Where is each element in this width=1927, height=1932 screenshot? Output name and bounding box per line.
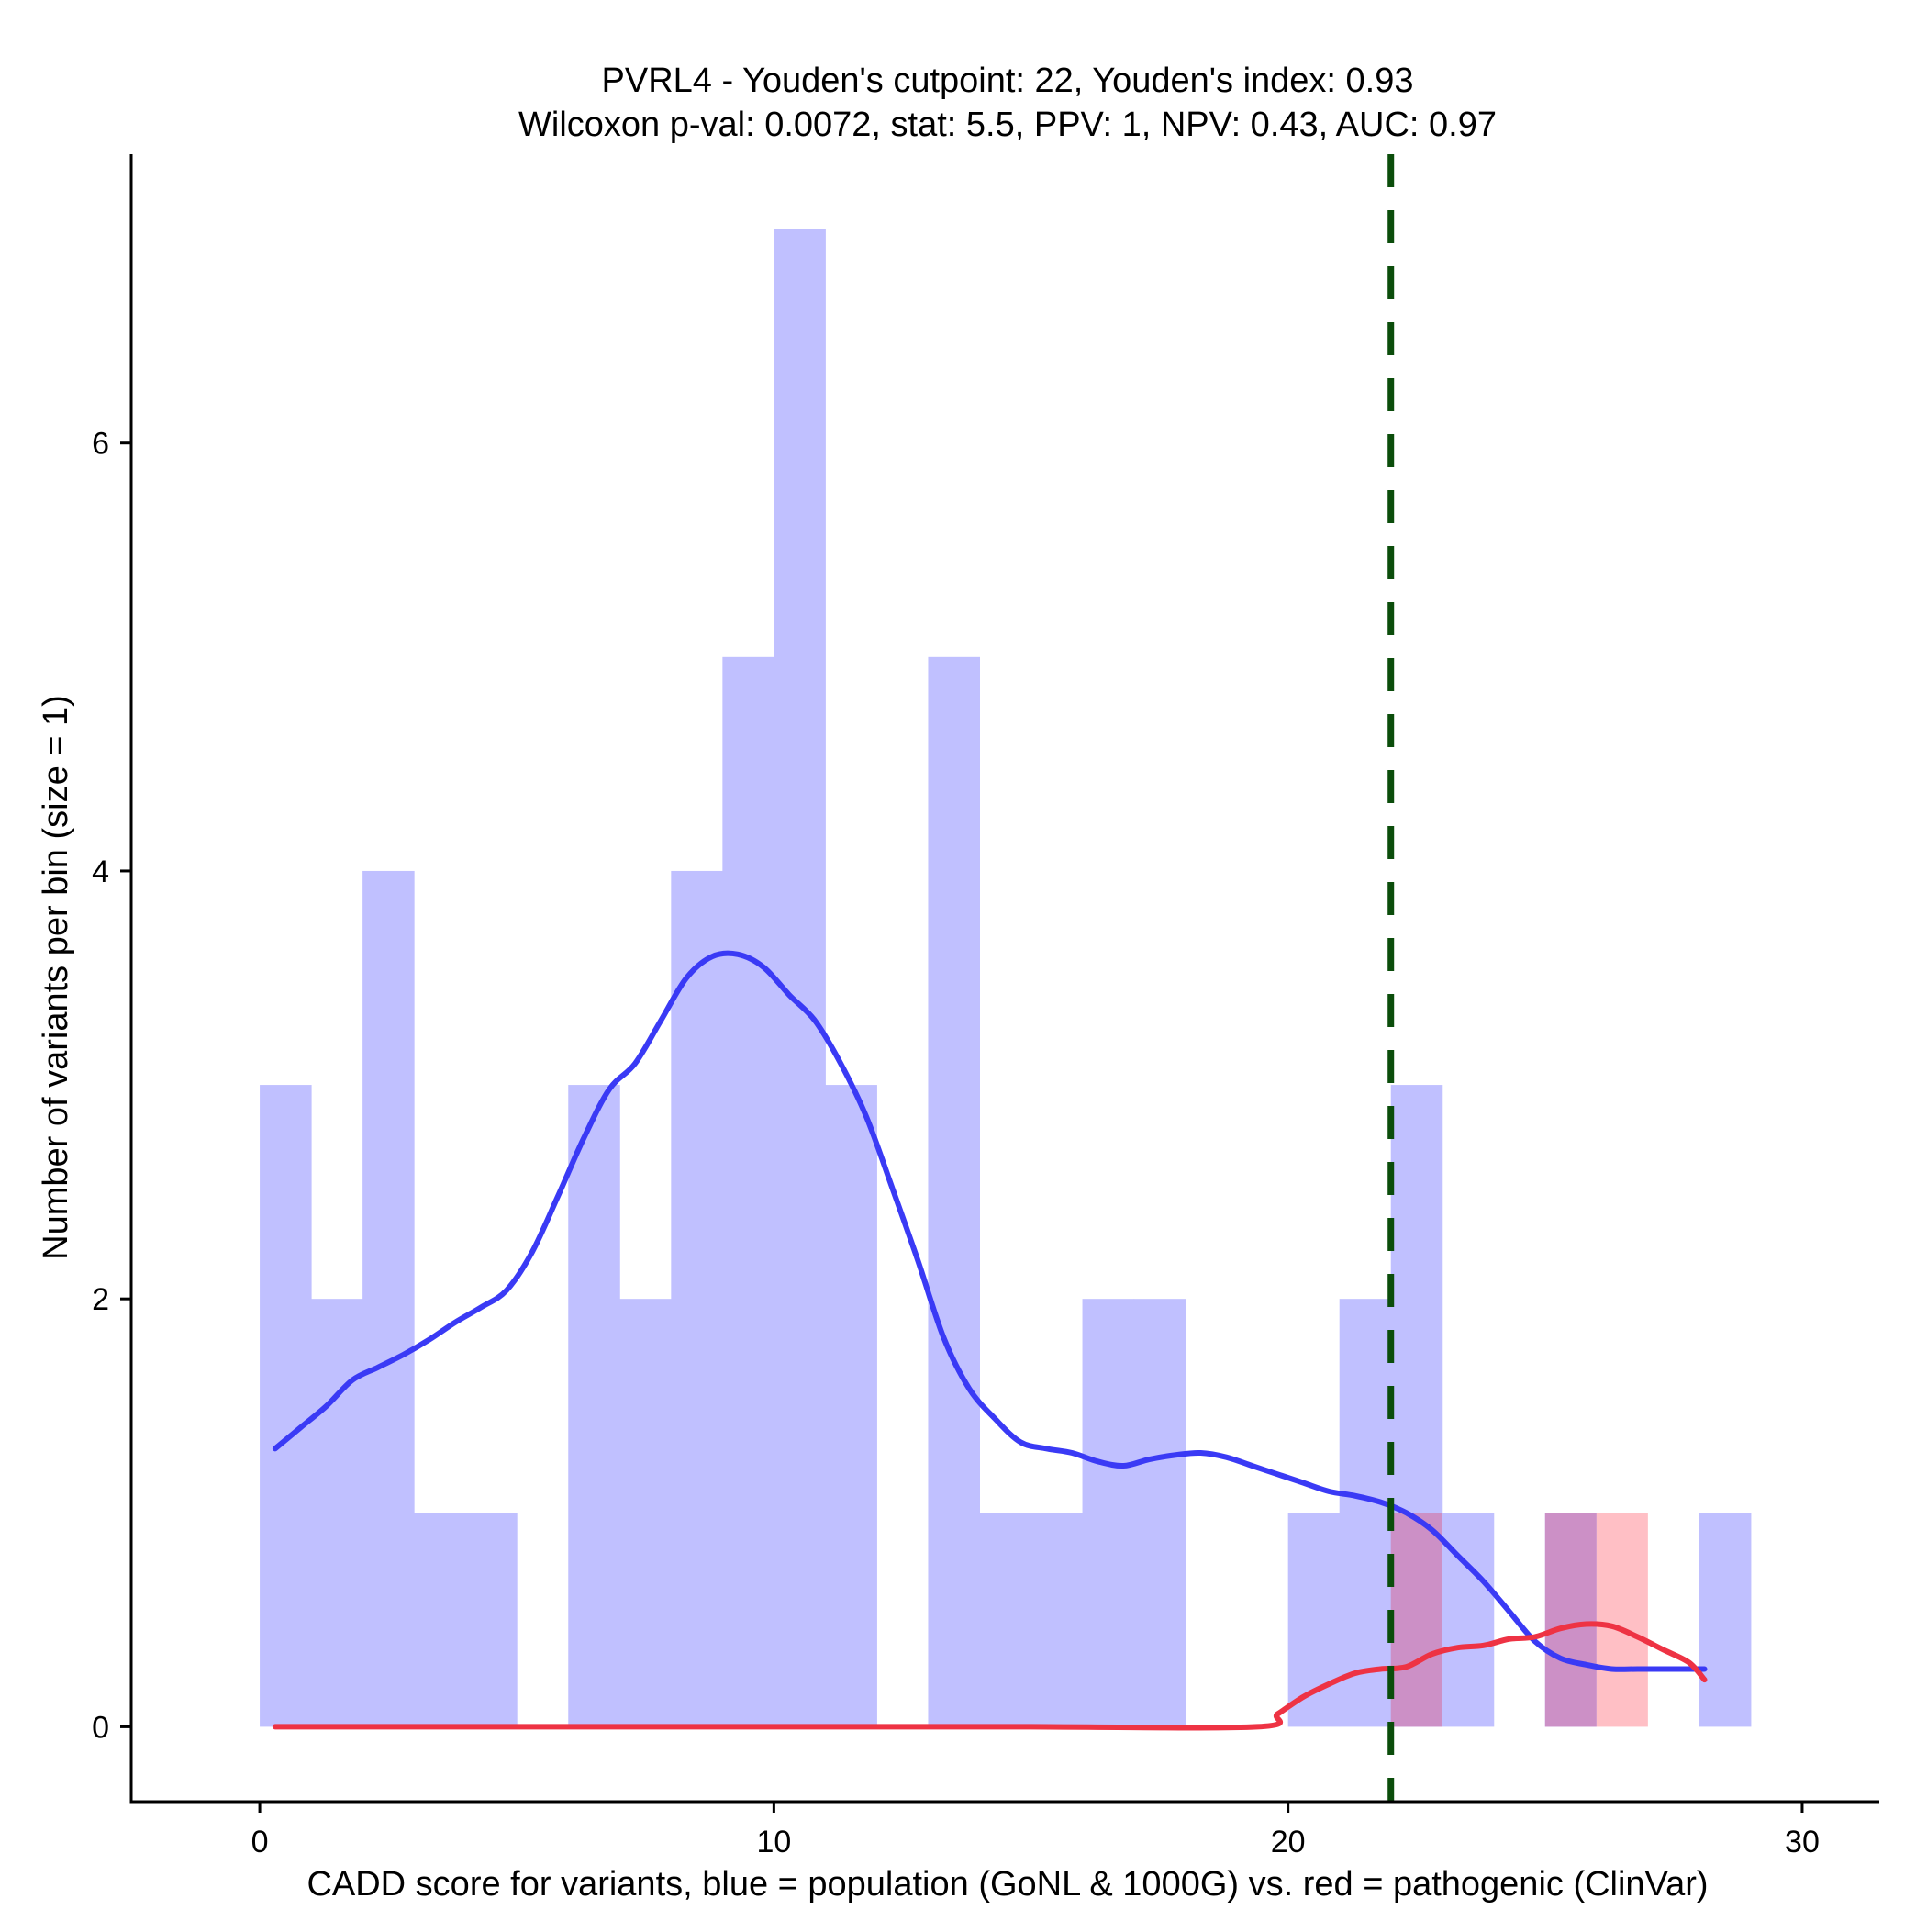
pathogenic-bar xyxy=(1596,1513,1648,1727)
population-bar xyxy=(774,229,826,1727)
population-bar xyxy=(465,1513,518,1727)
population-bar xyxy=(568,1085,620,1727)
population-bar xyxy=(722,656,774,1727)
chart-title-line2: Wilcoxon p-val: 0.0072, stat: 5.5, PPV: … xyxy=(518,106,1497,144)
population-bar xyxy=(928,656,980,1727)
overlap-bar xyxy=(1544,1513,1597,1727)
population-bars xyxy=(260,229,1752,1727)
population-bar xyxy=(1339,1299,1392,1727)
chart-title-line1: PVRL4 - Youden's cutpoint: 22, Youden's … xyxy=(602,61,1414,100)
y-tick-label: 0 xyxy=(92,1710,109,1745)
population-bar xyxy=(1030,1513,1084,1727)
y-tick-label: 4 xyxy=(92,854,109,889)
population-bar xyxy=(1082,1299,1135,1727)
population-bar xyxy=(414,1513,466,1727)
y-tick-label: 6 xyxy=(92,427,109,462)
population-bar xyxy=(362,870,415,1727)
x-ticks: 0 10 20 30 xyxy=(251,1802,1820,1859)
x-tick-label: 30 xyxy=(1785,1825,1820,1859)
population-bar xyxy=(1287,1513,1341,1727)
population-bar xyxy=(1133,1299,1186,1727)
population-density-line xyxy=(272,950,1708,1672)
y-ticks: 0 2 4 6 xyxy=(92,427,131,1745)
density-lines xyxy=(272,950,1708,1731)
population-bar xyxy=(260,1085,312,1727)
pathogenic-density-line xyxy=(272,1621,1708,1731)
population-bar xyxy=(311,1299,363,1727)
x-tick-label: 0 xyxy=(251,1825,269,1859)
x-tick-label: 20 xyxy=(1271,1825,1306,1859)
population-bar xyxy=(1699,1513,1752,1727)
pathogenic-bars xyxy=(1390,1513,1648,1727)
x-axis-label: CADD score for variants, blue = populati… xyxy=(306,1865,1708,1904)
overlap-bar xyxy=(1390,1513,1442,1727)
population-bar xyxy=(979,1513,1032,1727)
population-bar xyxy=(671,870,723,1727)
x-tick-label: 10 xyxy=(756,1825,791,1859)
y-axis-label: Number of variants per bin (size = 1) xyxy=(37,695,75,1260)
y-tick-label: 2 xyxy=(92,1282,109,1317)
population-bar xyxy=(619,1299,672,1727)
population-bar xyxy=(825,1085,877,1727)
